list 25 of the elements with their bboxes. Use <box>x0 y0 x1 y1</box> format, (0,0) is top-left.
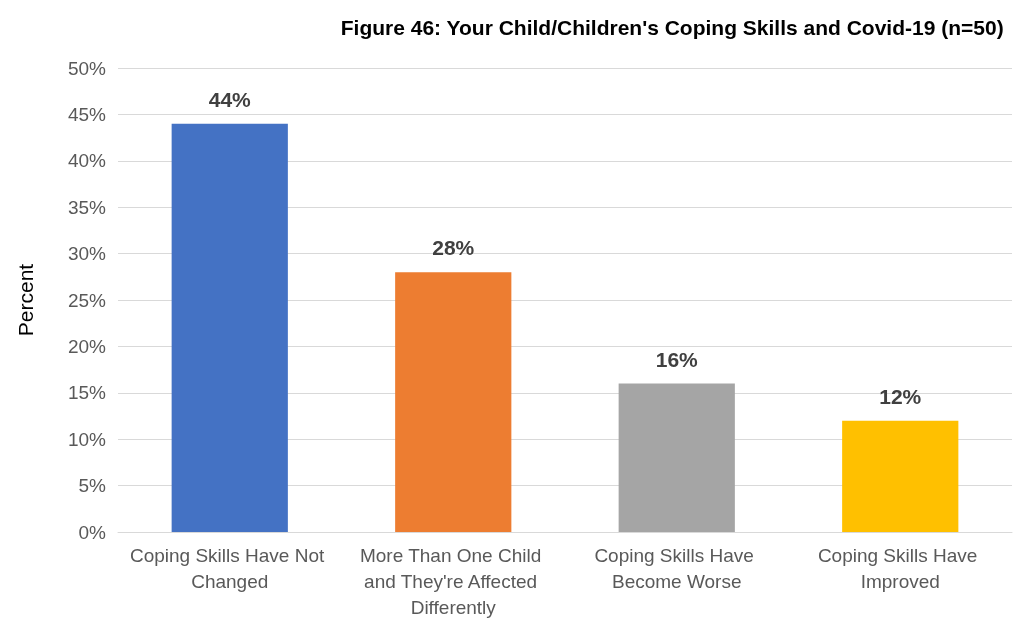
y-tick-label: 50% <box>67 57 107 79</box>
bar <box>618 383 735 532</box>
data-label: 44% <box>208 87 252 111</box>
y-tick-label: 40% <box>67 150 107 172</box>
y-tick-label: 25% <box>67 289 107 311</box>
x-tick-label: Coping Skills Have Not Changed <box>129 544 330 592</box>
bar <box>395 272 512 532</box>
data-label: 12% <box>879 384 922 408</box>
y-tick-label: 10% <box>67 428 107 450</box>
chart-title: Figure 46: Your Child/Children's Coping Skills and Covid-19 (n=50) <box>340 16 1004 39</box>
data-label: 16% <box>655 347 699 371</box>
y-tick-label: 5% <box>78 475 107 497</box>
x-tick-label: Coping Skills Have Become Worse <box>594 544 760 592</box>
data-label: 28% <box>432 236 475 260</box>
y-tick-label: 0% <box>78 521 107 543</box>
y-tick-label: 15% <box>67 382 107 404</box>
y-tick-label: 45% <box>67 103 107 125</box>
x-tick-label: Coping Skills Have Improved <box>817 544 983 592</box>
y-tick-label: 20% <box>67 335 107 357</box>
x-tick-label: More Than One Child and They're Affected Differently <box>359 544 547 618</box>
bar <box>171 123 288 532</box>
y-tick-label: 30% <box>67 243 107 265</box>
y-axis-title: Percent <box>14 263 37 337</box>
y-tick-label: 35% <box>67 196 107 218</box>
bar <box>842 420 959 532</box>
